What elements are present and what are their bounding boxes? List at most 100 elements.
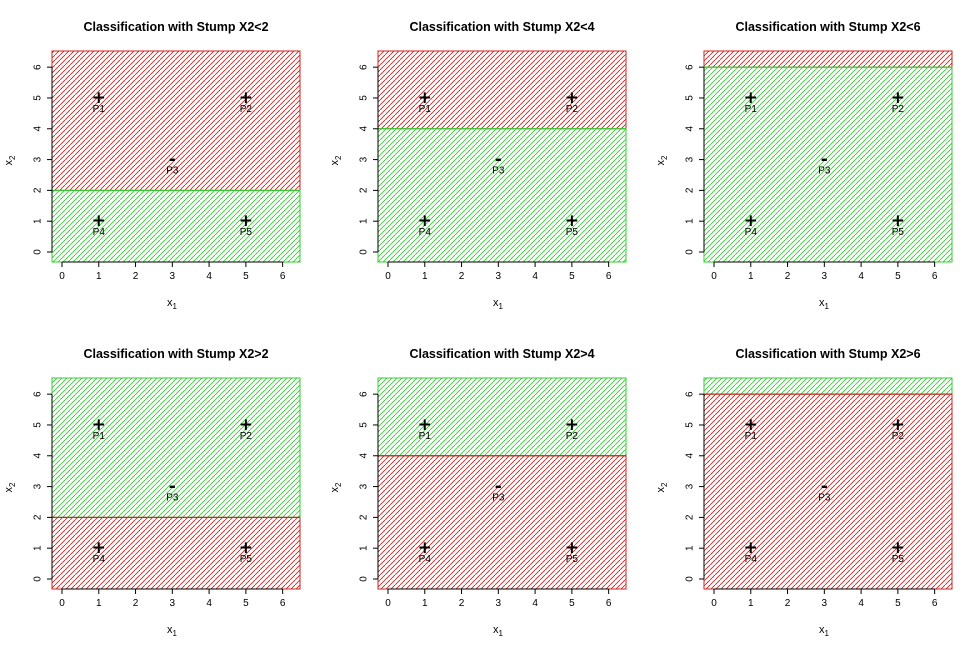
point-label: P3 — [818, 493, 831, 504]
point-label: P4 — [419, 227, 432, 238]
y-tick-label: 4 — [33, 126, 44, 132]
x-axis: 0 1 2 3 4 5 6 — [711, 588, 938, 609]
point-label: P5 — [892, 554, 905, 565]
x-tick-label: 2 — [459, 598, 465, 609]
y-tick-label: 1 — [685, 545, 696, 551]
y-tick-label: 3 — [359, 156, 370, 162]
panel-title: Classification with Stump X2>4 — [409, 347, 594, 361]
data-point-p4: +P4 — [92, 211, 106, 238]
x-tick-label: 3 — [822, 271, 828, 282]
data-point-p3: -P3 — [166, 150, 179, 177]
point-symbol: + — [92, 415, 106, 435]
point-symbol: - — [495, 477, 502, 497]
y-tick-label: 6 — [359, 64, 370, 70]
y-tick-label: 6 — [33, 391, 44, 397]
data-point-p5: +P5 — [239, 211, 253, 238]
point-label: P2 — [240, 104, 253, 115]
y-axis-label: x2 — [3, 482, 17, 493]
point-symbol: + — [744, 538, 758, 558]
x-tick-label: 6 — [932, 271, 938, 282]
x-tick-label: 5 — [243, 271, 249, 282]
data-point-p2: +P2 — [891, 88, 905, 115]
y-tick-label: 0 — [33, 249, 44, 255]
y-axis-label-subscript: 2 — [8, 155, 17, 160]
data-point-p4: +P4 — [744, 211, 758, 238]
x-axis-label: x1 — [167, 297, 178, 311]
panel-6: Classification with Stump X2>6 0 1 2 3 4 5 6 0 1 2… — [655, 347, 953, 638]
x-axis-label-subscript: 1 — [825, 629, 830, 638]
panel-title: Classification with Stump X2<2 — [83, 20, 268, 34]
y-tick-label: 5 — [685, 95, 696, 101]
point-label: P2 — [240, 431, 253, 442]
x-tick-label: 4 — [532, 598, 538, 609]
point-label: P5 — [240, 554, 253, 565]
y-tick-label: 5 — [359, 422, 370, 428]
point-label: P1 — [745, 104, 758, 115]
data-point-p4: +P4 — [744, 538, 758, 565]
point-label: P5 — [892, 227, 905, 238]
point-label: P4 — [93, 554, 106, 565]
y-tick-label: 3 — [685, 483, 696, 489]
x-tick-label: 0 — [711, 271, 717, 282]
x-tick-label: 3 — [822, 598, 828, 609]
y-tick-label: 1 — [359, 218, 370, 224]
data-point-p3: -P3 — [818, 150, 831, 177]
point-symbol: + — [92, 538, 106, 558]
data-point-p5: +P5 — [239, 538, 253, 565]
data-point-p1: +P1 — [92, 415, 106, 442]
x-tick-label: 4 — [858, 271, 864, 282]
point-symbol: - — [495, 150, 502, 170]
panel-1: Classification with Stump X2<2 0 1 2 3 4 5 6 0 1 2… — [3, 20, 301, 311]
x-tick-label: 5 — [895, 271, 901, 282]
x-axis: 0 1 2 3 4 5 6 — [385, 261, 612, 282]
y-tick-label: 4 — [685, 126, 696, 132]
y-tick-label: 0 — [685, 249, 696, 255]
x-tick-label: 0 — [59, 271, 65, 282]
y-tick-label: 1 — [33, 218, 44, 224]
point-label: P3 — [818, 166, 831, 177]
x-tick-label: 4 — [206, 271, 212, 282]
point-label: P1 — [745, 431, 758, 442]
y-axis-label-subscript: 2 — [660, 155, 669, 160]
point-symbol: + — [565, 211, 579, 231]
point-symbol: + — [418, 211, 432, 231]
region-below-positive — [51, 189, 301, 263]
x-tick-label: 3 — [170, 598, 176, 609]
x-tick-label: 6 — [606, 598, 612, 609]
y-tick-label: 1 — [359, 545, 370, 551]
region-below-negative — [703, 393, 953, 590]
region-above-negative — [377, 50, 627, 130]
point-symbol: + — [239, 211, 253, 231]
panel-2: Classification with Stump X2<4 0 1 2 3 4 5 6 0 1 2… — [329, 20, 627, 311]
point-symbol: + — [92, 211, 106, 231]
data-point-p3: -P3 — [818, 477, 831, 504]
data-point-p1: +P1 — [418, 88, 432, 115]
point-symbol: + — [891, 88, 905, 108]
point-symbol: + — [418, 538, 432, 558]
x-axis-label: x1 — [493, 624, 504, 638]
x-axis: 0 1 2 3 4 5 6 — [385, 588, 612, 609]
region-below-negative — [377, 455, 627, 590]
y-tick-label: 2 — [685, 187, 696, 193]
point-label: P3 — [166, 493, 179, 504]
x-axis: 0 1 2 3 4 5 6 — [59, 261, 286, 282]
x-tick-label: 2 — [133, 271, 139, 282]
panel-title: Classification with Stump X2>6 — [735, 347, 920, 361]
y-tick-label: 6 — [685, 64, 696, 70]
x-tick-label: 2 — [133, 598, 139, 609]
panel-title: Classification with Stump X2<4 — [409, 20, 594, 34]
y-axis-label-subscript: 2 — [8, 482, 17, 487]
point-symbol: - — [821, 150, 828, 170]
x-tick-label: 1 — [748, 598, 754, 609]
data-point-p2: +P2 — [565, 88, 579, 115]
x-axis: 0 1 2 3 4 5 6 — [711, 261, 938, 282]
region-above-positive — [377, 377, 627, 457]
y-tick-label: 5 — [359, 95, 370, 101]
point-symbol: + — [565, 415, 579, 435]
point-symbol: + — [891, 538, 905, 558]
x-axis: 0 1 2 3 4 5 6 — [59, 588, 286, 609]
data-point-p5: +P5 — [565, 538, 579, 565]
data-point-p5: +P5 — [891, 211, 905, 238]
y-axis-label-main: x — [655, 486, 667, 492]
data-point-p1: +P1 — [92, 88, 106, 115]
